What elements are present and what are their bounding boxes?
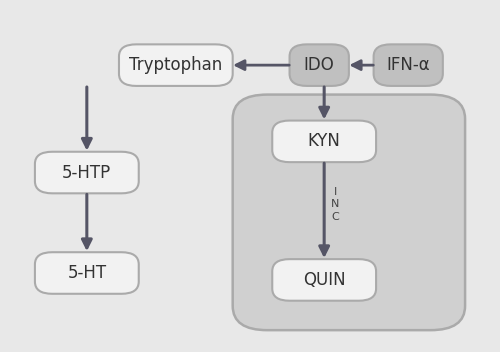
- FancyBboxPatch shape: [35, 152, 139, 193]
- FancyBboxPatch shape: [272, 121, 376, 162]
- FancyBboxPatch shape: [35, 252, 139, 294]
- FancyBboxPatch shape: [232, 95, 465, 330]
- FancyBboxPatch shape: [290, 44, 349, 86]
- Text: KYN: KYN: [308, 132, 340, 150]
- Text: IDO: IDO: [304, 56, 334, 74]
- Text: 5-HT: 5-HT: [68, 264, 106, 282]
- Text: IFN-α: IFN-α: [386, 56, 430, 74]
- Text: I: I: [334, 187, 336, 196]
- FancyBboxPatch shape: [272, 259, 376, 301]
- Text: Tryptophan: Tryptophan: [129, 56, 222, 74]
- Text: C: C: [331, 212, 339, 222]
- Text: 5-HTP: 5-HTP: [62, 164, 112, 182]
- Text: N: N: [331, 200, 339, 209]
- FancyBboxPatch shape: [119, 44, 232, 86]
- Text: QUIN: QUIN: [303, 271, 346, 289]
- FancyBboxPatch shape: [374, 44, 443, 86]
